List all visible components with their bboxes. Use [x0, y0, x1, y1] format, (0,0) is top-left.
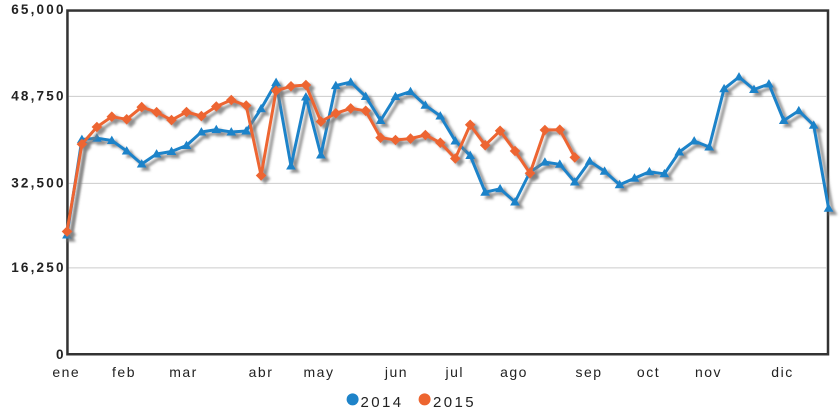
svg-text:0: 0 [56, 347, 66, 362]
svg-text:2014: 2014 [361, 394, 404, 411]
svg-text:48,750: 48,750 [11, 88, 66, 103]
svg-text:nov: nov [695, 364, 722, 380]
svg-text:2015: 2015 [433, 394, 476, 411]
svg-text:abr: abr [249, 364, 274, 380]
svg-text:mar: mar [169, 364, 198, 380]
svg-text:ene: ene [52, 364, 80, 380]
svg-text:may: may [304, 364, 335, 380]
svg-text:65,000: 65,000 [11, 2, 66, 17]
svg-text:jun: jun [384, 364, 408, 380]
svg-text:32,500: 32,500 [11, 175, 66, 190]
svg-text:16,250: 16,250 [11, 260, 66, 275]
svg-text:jul: jul [445, 364, 465, 380]
svg-text:ago: ago [500, 364, 528, 380]
svg-text:feb: feb [112, 364, 136, 380]
svg-text:dic: dic [771, 364, 793, 380]
svg-text:oct: oct [637, 364, 660, 380]
svg-text:sep: sep [575, 364, 602, 380]
